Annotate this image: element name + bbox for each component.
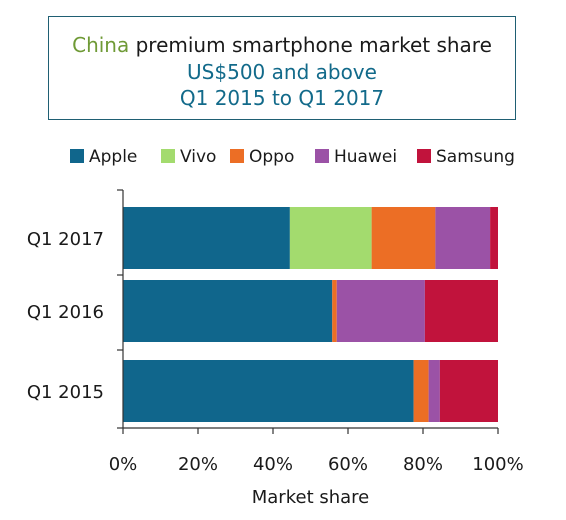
title-rest: premium smartphone market share xyxy=(129,33,492,57)
legend-label-huawei: Huawei xyxy=(334,147,397,167)
legend-swatch-huawei xyxy=(315,149,329,163)
legend-label-oppo: Oppo xyxy=(249,147,294,167)
legend-swatch-vivo xyxy=(161,149,175,163)
bar-apple-q1-2015 xyxy=(123,360,414,422)
category-label-q1-2016: Q1 2016 xyxy=(27,302,104,323)
x-tick-label-4: 80% xyxy=(403,454,443,475)
bar-vivo-q1-2017 xyxy=(289,207,372,269)
legend-label-vivo: Vivo xyxy=(180,147,216,167)
chart-subtitle-price: US$500 and above xyxy=(187,60,377,84)
bar-oppo-q1-2015 xyxy=(413,360,429,422)
x-tick-label-5: 100% xyxy=(472,454,523,475)
bar-huawei-q1-2015 xyxy=(428,360,440,422)
bar-samsung-q1-2016 xyxy=(424,280,498,342)
legend-swatch-apple xyxy=(70,149,84,163)
title-highlight: China xyxy=(72,33,130,57)
bar-oppo-q1-2016 xyxy=(332,280,337,342)
x-tick-label-0: 0% xyxy=(109,454,138,475)
legend: Apple Vivo Oppo Huawei Samsung xyxy=(70,147,515,167)
legend-label-samsung: Samsung xyxy=(436,147,515,167)
chart-title: China premium smartphone market share xyxy=(49,31,515,59)
legend-swatch-samsung xyxy=(417,149,431,163)
category-label-q1-2015: Q1 2015 xyxy=(27,382,104,403)
axes-group: 0% 20% 40% 60% 80% 100% Market share xyxy=(109,189,524,508)
x-tick-label-3: 60% xyxy=(328,454,368,475)
bar-apple-q1-2017 xyxy=(123,207,290,269)
legend-swatch-oppo xyxy=(230,149,244,163)
x-axis-label: Market share xyxy=(252,487,370,508)
chart-subtitle-period: Q1 2015 to Q1 2017 xyxy=(179,86,385,110)
x-tick-label-2: 40% xyxy=(253,454,293,475)
bar-huawei-q1-2017 xyxy=(435,207,491,269)
x-tick-label-1: 20% xyxy=(178,454,218,475)
bars-group: Q1 2017 Q1 2016 Q1 2015 xyxy=(27,207,498,422)
bar-apple-q1-2016 xyxy=(123,280,333,342)
legend-label-apple: Apple xyxy=(89,147,137,167)
bar-oppo-q1-2017 xyxy=(371,207,436,269)
bar-huawei-q1-2016 xyxy=(336,280,425,342)
bar-samsung-q1-2017 xyxy=(490,207,498,269)
bar-samsung-q1-2015 xyxy=(439,360,498,422)
chart-title-box: China premium smartphone market share US… xyxy=(48,16,516,120)
category-label-q1-2017: Q1 2017 xyxy=(27,229,104,250)
